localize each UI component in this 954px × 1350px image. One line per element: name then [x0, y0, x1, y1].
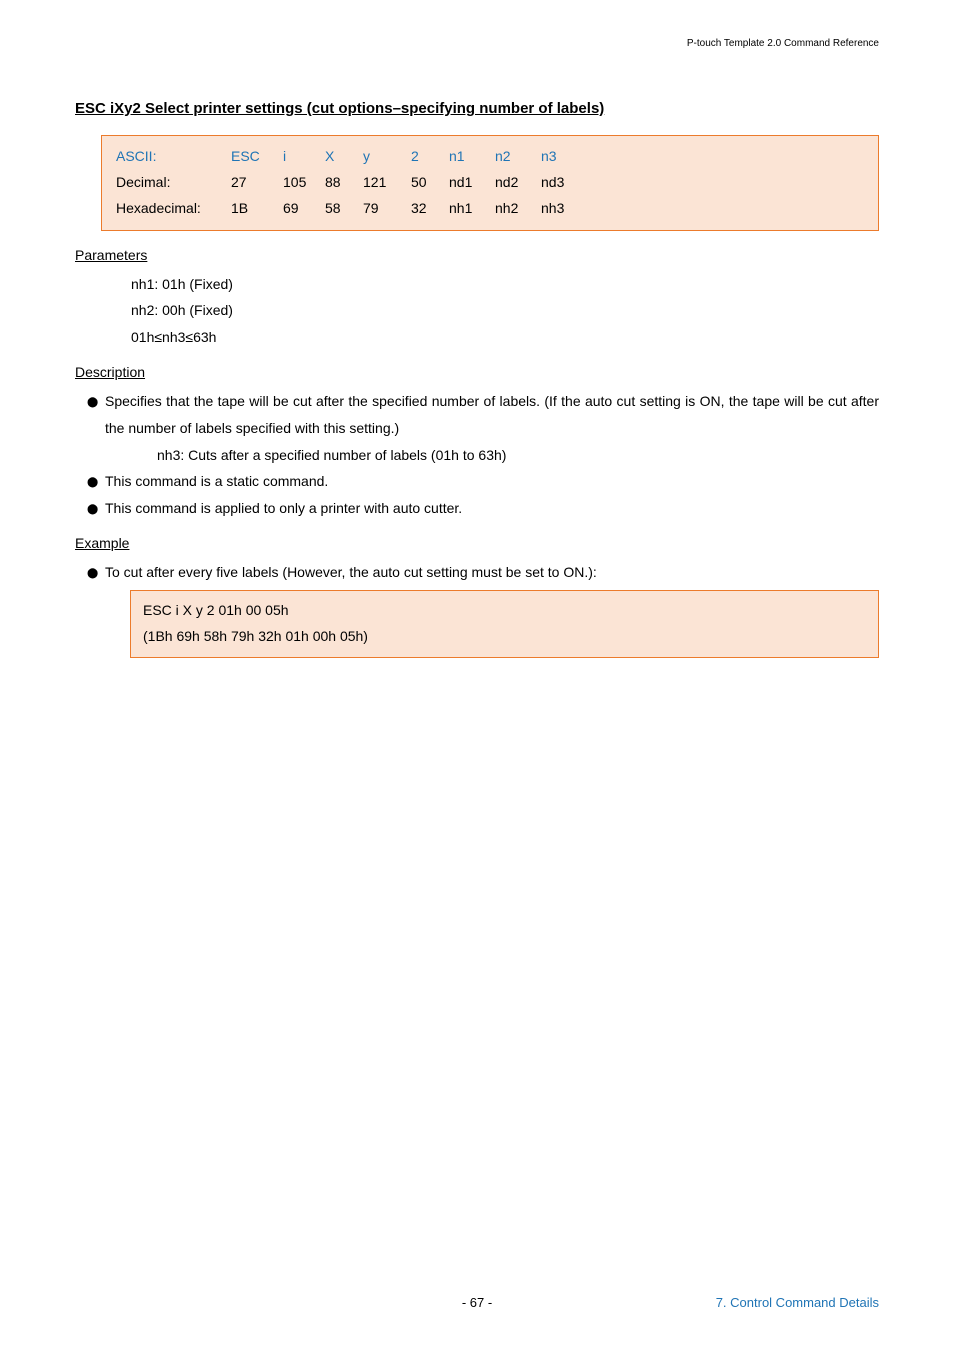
bullet-item: ⬤ To cut after every five labels (Howeve… [87, 559, 879, 586]
cell: nh1 [449, 196, 495, 222]
footer-section: 7. Control Command Details [716, 1295, 879, 1310]
bullet-item: ⬤ This command is applied to only a prin… [87, 495, 879, 522]
cell: nd1 [449, 170, 495, 196]
page-content: ESC iXy2 Select printer settings (cut op… [0, 0, 954, 658]
table-row: Hexadecimal: 1B 69 58 79 32 nh1 nh2 nh3 [116, 196, 864, 222]
example-line: ESC i X y 2 01h 00 05h [143, 598, 866, 624]
cell: 88 [325, 170, 363, 196]
table-row: ASCII: ESC i X y 2 n1 n2 n3 [116, 144, 864, 170]
bullet-icon: ⬤ [87, 559, 105, 583]
cell: 32 [411, 196, 449, 222]
cell: 121 [363, 170, 411, 196]
row-label: ASCII: [116, 144, 231, 170]
parameters-block: nh1: 01h (Fixed) nh2: 00h (Fixed) 01h≤nh… [131, 271, 879, 351]
page-footer: - 67 - 7. Control Command Details [0, 1295, 954, 1310]
bullet-text: This command is a static command. [105, 468, 879, 495]
cell: 58 [325, 196, 363, 222]
bullet-icon: ⬤ [87, 495, 105, 519]
cell: 50 [411, 170, 449, 196]
bullet-item: ⬤ Specifies that the tape will be cut af… [87, 388, 879, 441]
cell: 79 [363, 196, 411, 222]
encoding-table: ASCII: ESC i X y 2 n1 n2 n3 Decimal: 27 … [101, 135, 879, 231]
bullet-text: Specifies that the tape will be cut afte… [105, 388, 879, 441]
cell: nh2 [495, 196, 541, 222]
parameters-heading: Parameters [75, 247, 879, 263]
cell: n3 [541, 144, 581, 170]
cell: n2 [495, 144, 541, 170]
cell: nd2 [495, 170, 541, 196]
param-line: nh1: 01h (Fixed) [131, 271, 879, 298]
command-title: ESC iXy2 Select printer settings (cut op… [75, 100, 879, 117]
bullet-icon: ⬤ [87, 468, 105, 492]
description-block: ⬤ Specifies that the tape will be cut af… [75, 388, 879, 521]
cell: X [325, 144, 363, 170]
param-line: nh2: 00h (Fixed) [131, 297, 879, 324]
description-heading: Description [75, 364, 879, 380]
cell: nh3 [541, 196, 581, 222]
bullet-text: To cut after every five labels (However,… [105, 559, 879, 586]
example-line: (1Bh 69h 58h 79h 32h 01h 00h 05h) [143, 624, 866, 650]
bullet-item: ⬤ This command is a static command. [87, 468, 879, 495]
doc-header: P-touch Template 2.0 Command Reference [687, 38, 879, 49]
cell: 105 [283, 170, 325, 196]
bullet-icon: ⬤ [87, 388, 105, 412]
row-label: Hexadecimal: [116, 196, 231, 222]
cell: y [363, 144, 411, 170]
bullet-text: This command is applied to only a printe… [105, 495, 879, 522]
param-line: 01h≤nh3≤63h [131, 324, 879, 351]
cell: 2 [411, 144, 449, 170]
example-heading: Example [75, 535, 879, 551]
cell: i [283, 144, 325, 170]
row-label: Decimal: [116, 170, 231, 196]
cell: 69 [283, 196, 325, 222]
cell: n1 [449, 144, 495, 170]
table-row: Decimal: 27 105 88 121 50 nd1 nd2 nd3 [116, 170, 864, 196]
bullet-text: nh3: Cuts after a specified number of la… [157, 442, 879, 469]
cell: nd3 [541, 170, 581, 196]
cell: 1B [231, 196, 283, 222]
example-code-box: ESC i X y 2 01h 00 05h (1Bh 69h 58h 79h … [130, 590, 879, 658]
cell: 27 [231, 170, 283, 196]
cell: ESC [231, 144, 283, 170]
